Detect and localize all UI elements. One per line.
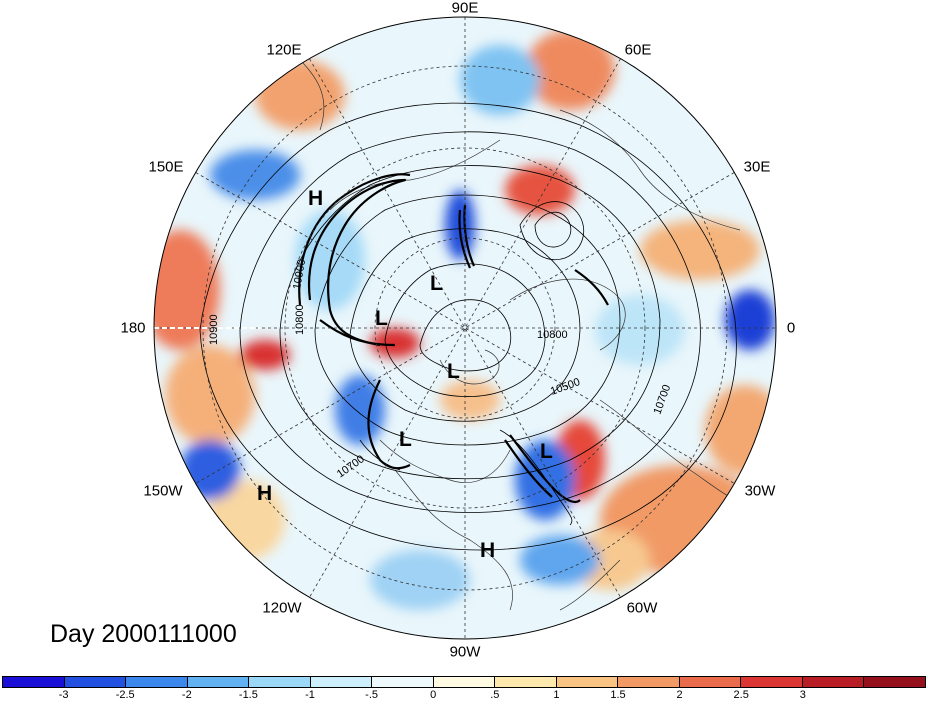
colorbar-tick-label: -1 xyxy=(305,689,315,701)
colorbar-swatch xyxy=(126,677,188,687)
colorbar-tick-label: -2.5 xyxy=(115,689,135,701)
pressure-center: L xyxy=(447,360,460,383)
longitude-label: 0 xyxy=(786,319,796,337)
colorbar-tick-label: 1.5 xyxy=(610,689,626,701)
longitude-label: 150W xyxy=(143,482,183,500)
colorbar-tick-label: 0 xyxy=(430,689,437,701)
pressure-center: L xyxy=(540,440,553,463)
longitude-label: 180 xyxy=(120,319,146,337)
colorbar-swatch xyxy=(372,677,434,687)
colorbar-tick-label: -.5 xyxy=(365,689,379,701)
colorbar-tick-label: -3 xyxy=(58,689,69,701)
contour-label: 10900 xyxy=(291,258,308,290)
map-boundary xyxy=(153,16,777,640)
anomaly-field xyxy=(154,17,776,639)
coastlines xyxy=(299,59,761,611)
longitude-label: 120W xyxy=(262,599,302,617)
pressure-center: L xyxy=(430,272,443,295)
longitude-label: 150E xyxy=(148,158,184,176)
colorbar-tick-label: -1.5 xyxy=(238,689,258,701)
colorbar-swatch xyxy=(679,677,742,687)
longitude-label: 90E xyxy=(451,0,479,17)
colorbar-swatch xyxy=(249,677,311,687)
pressure-center: H xyxy=(257,482,272,505)
longitude-label: 30E xyxy=(743,158,771,176)
colorbar-swatch xyxy=(433,677,496,687)
longitude-label: 120E xyxy=(266,41,302,59)
colorbar-swatch xyxy=(187,677,250,687)
colorbar-swatch xyxy=(556,677,619,687)
longitude-label: 60W xyxy=(626,599,658,617)
colorbar-tick-label: 1 xyxy=(553,689,560,701)
colorbar-swatch xyxy=(310,677,373,687)
colorbar xyxy=(2,676,926,688)
colorbar-swatch xyxy=(64,677,127,687)
colorbar-tick-label: 2 xyxy=(676,689,683,701)
colorbar-swatch xyxy=(864,677,925,687)
pressure-center: L xyxy=(375,307,388,330)
day-title: Day 2000111000 xyxy=(50,620,237,648)
contour-label: 10800 xyxy=(537,329,568,341)
colorbar-swatch xyxy=(495,677,557,687)
longitude-label: 90W xyxy=(449,643,481,661)
longitude-label: 30W xyxy=(744,482,776,500)
colorbar-tick-label: .5 xyxy=(490,689,500,701)
colorbar-tick-label: 2.5 xyxy=(733,689,749,701)
contour-label: 10900 xyxy=(208,314,220,345)
colorbar-swatch xyxy=(802,677,865,687)
contour-label: 10800 xyxy=(294,304,306,335)
colorbar-swatch xyxy=(618,677,680,687)
pressure-center: L xyxy=(399,428,412,451)
height-contours xyxy=(199,102,737,551)
pressure-center: H xyxy=(480,539,495,562)
colorbar-tick-label: 3 xyxy=(799,689,806,701)
colorbar-swatch xyxy=(3,677,65,687)
colorbar-tick-label: -2 xyxy=(181,689,192,701)
anomaly-blobs xyxy=(154,30,776,610)
pressure-center-labels: H L L L L L H H xyxy=(257,187,553,562)
colorbar-swatch xyxy=(741,677,803,687)
thick-contours xyxy=(298,173,609,504)
longitude-label: 60E xyxy=(624,41,652,59)
pressure-center: H xyxy=(308,187,323,210)
